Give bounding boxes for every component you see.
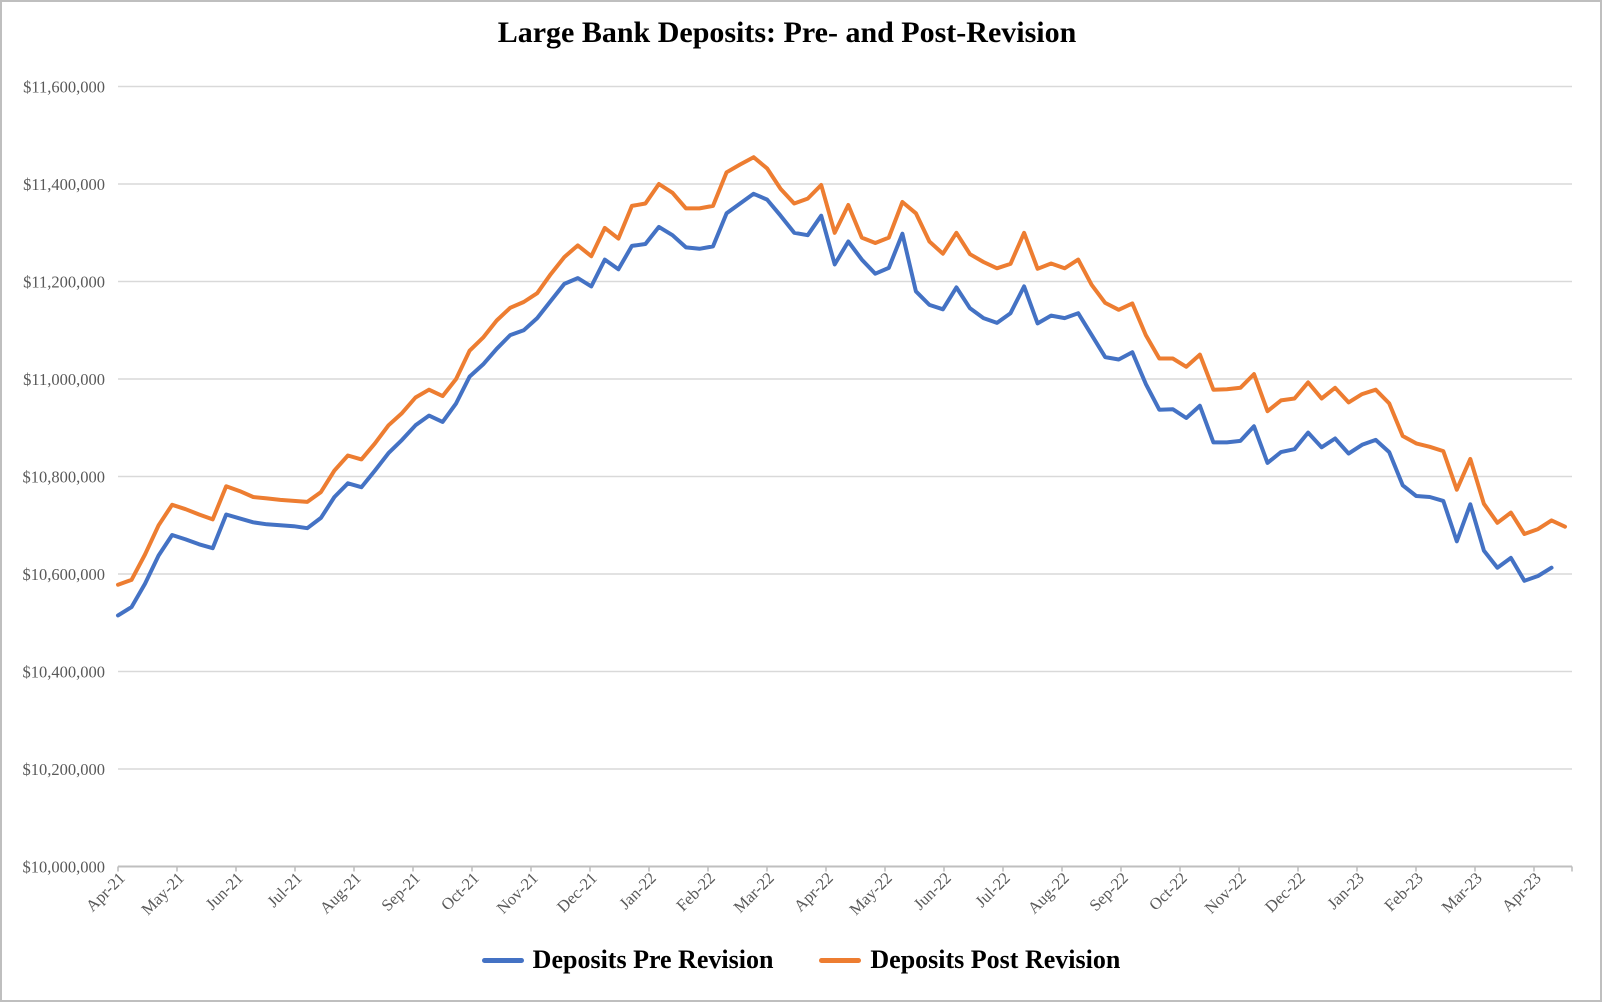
x-axis-tick-label: Jan-23 [1323, 868, 1368, 913]
x-axis-tick-label: May-21 [137, 868, 187, 918]
x-axis-tick-label: Apr-23 [1498, 868, 1545, 915]
x-axis-tick-label: Oct-21 [437, 868, 483, 914]
legend-swatch-post-revision-icon [819, 957, 862, 963]
x-axis-tick-label: Jul-22 [971, 868, 1014, 911]
x-axis-tick-label: Oct-22 [1145, 868, 1191, 914]
y-axis-tick-label: $11,600,000 [23, 78, 105, 97]
y-axis-tick-label: $11,000,000 [23, 370, 105, 389]
x-axis-tick-label: Feb-22 [672, 868, 718, 914]
chart-title: Large Bank Deposits: Pre- and Post-Revis… [497, 16, 1077, 49]
x-axis-tick-label: Nov-21 [493, 868, 542, 917]
x-axis-tick-label: May-22 [845, 868, 895, 918]
series-line-post-revision [116, 155, 1567, 587]
x-axis-tick-label: Jun-22 [910, 868, 955, 913]
series-line-pre-revision [116, 191, 1554, 618]
x-axis-tick-label: Aug-21 [316, 868, 365, 917]
legend-swatch-pre-revision-icon [481, 957, 524, 963]
y-axis-tick-label: $10,800,000 [23, 468, 106, 487]
legend-item-pre-revision: Deposits Pre Revision [481, 943, 774, 977]
x-axis-tick-label: Feb-23 [1380, 868, 1426, 914]
x-axis-tick-label: Dec-22 [1261, 868, 1309, 916]
y-axis-tick-label: $10,600,000 [23, 565, 106, 584]
x-axis-tick-label: Mar-22 [730, 868, 778, 916]
y-axis-tick-label: $10,000,000 [23, 858, 106, 877]
x-axis-tick-label: Nov-22 [1201, 868, 1250, 917]
legend-label-post-revision: Deposits Post Revision [870, 945, 1121, 974]
x-axis-tick-label: Mar-23 [1438, 868, 1486, 916]
x-axis-tick-label: Aug-22 [1024, 868, 1073, 917]
x-axis-tick-label: Jan-22 [615, 868, 660, 913]
y-axis-tick-label: $11,400,000 [23, 175, 105, 194]
x-axis-tick-label: Dec-21 [553, 868, 601, 916]
legend-label-pre-revision: Deposits Pre Revision [532, 945, 774, 974]
x-axis-tick-label: Apr-22 [790, 868, 837, 915]
y-axis-tick-label: $11,200,000 [23, 273, 105, 292]
x-axis-tick-label: Sep-21 [377, 868, 423, 914]
y-axis-tick-label: $10,400,000 [23, 663, 106, 682]
legend: Deposits Pre Revision Deposits Post Revi… [2, 943, 1600, 977]
x-axis-tick-label: Sep-22 [1085, 868, 1131, 914]
legend-item-post-revision: Deposits Post Revision [819, 943, 1120, 977]
x-axis-tick-label: Jul-21 [263, 868, 306, 911]
y-axis-tick-label: $10,200,000 [23, 760, 106, 779]
x-axis-tick-label: Jun-21 [202, 868, 247, 913]
